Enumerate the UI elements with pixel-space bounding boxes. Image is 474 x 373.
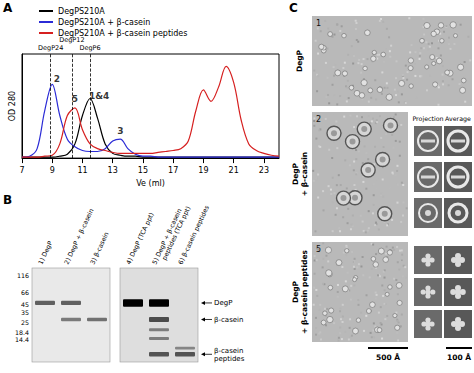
svg-text:1) DegP: 1) DegP [37, 240, 55, 266]
svg-text:9: 9 [50, 166, 55, 175]
svg-text:2) DegP + β-casein: 2) DegP + β-casein [63, 207, 96, 265]
svg-text:100 Å: 100 Å [447, 353, 471, 362]
svg-text:45: 45 [21, 301, 29, 308]
svg-text:Average: Average [445, 115, 471, 123]
svg-text:3) β-casein: 3) β-casein [89, 231, 111, 266]
svg-text:18.4: 18.4 [15, 329, 29, 336]
svg-text:1: 1 [316, 19, 321, 28]
svg-text:β-casein: β-casein [214, 316, 243, 324]
svg-text:5: 5 [72, 94, 78, 104]
svg-text:β-caseinpeptides: β-caseinpeptides [214, 347, 245, 363]
svg-text:500 Å: 500 Å [376, 353, 400, 362]
svg-text:66: 66 [21, 289, 29, 296]
svg-text:14.4: 14.4 [15, 336, 29, 343]
svg-text:Projection: Projection [412, 115, 443, 123]
svg-text:DegP: DegP [295, 49, 304, 72]
svg-text:15: 15 [138, 166, 148, 175]
svg-text:DegP6: DegP6 [79, 44, 100, 52]
svg-text:116: 116 [17, 272, 29, 279]
svg-text:5) DegP + β-caseinpeptides (TC: 5) DegP + β-caseinpeptides (TCA ppt) [151, 202, 193, 269]
svg-text:DegP: DegP [291, 162, 300, 185]
svg-text:4) DegP (TCA ppt): 4) DegP (TCA ppt) [125, 211, 156, 266]
svg-text:DegPS210A + β-casein: DegPS210A + β-casein [58, 18, 150, 27]
svg-text:2: 2 [316, 115, 321, 124]
svg-text:OD 280: OD 280 [8, 91, 17, 121]
svg-text:C: C [289, 1, 298, 15]
svg-text:Ve (ml): Ve (ml) [136, 179, 165, 188]
svg-text:+ β-casein: + β-casein [300, 152, 309, 196]
svg-text:DegP: DegP [214, 299, 232, 307]
svg-text:DegPS210A: DegPS210A [58, 7, 105, 16]
svg-text:2: 2 [54, 74, 60, 84]
svg-text:11: 11 [77, 166, 87, 175]
svg-text:B: B [3, 193, 12, 207]
svg-text:DegPS210A + β-casein peptides: DegPS210A + β-casein peptides [58, 28, 188, 38]
svg-text:DegP12: DegP12 [59, 36, 84, 44]
svg-text:+ β-casein peptides: + β-casein peptides [300, 250, 309, 334]
svg-text:3: 3 [117, 126, 123, 136]
svg-text:23: 23 [259, 166, 269, 175]
svg-text:A: A [3, 1, 13, 15]
svg-text:35: 35 [21, 309, 29, 316]
svg-text:DegP: DegP [291, 280, 300, 303]
svg-text:7: 7 [19, 166, 24, 175]
svg-text:17: 17 [168, 166, 178, 175]
svg-text:6) β-casein peptides: 6) β-casein peptides [177, 204, 211, 266]
svg-text:DegP24: DegP24 [38, 44, 63, 52]
svg-text:13: 13 [108, 166, 118, 175]
svg-text:1&4: 1&4 [89, 91, 109, 101]
svg-text:19: 19 [198, 166, 208, 175]
svg-text:25: 25 [21, 319, 29, 326]
svg-text:21: 21 [229, 166, 239, 175]
svg-text:5: 5 [316, 245, 321, 254]
